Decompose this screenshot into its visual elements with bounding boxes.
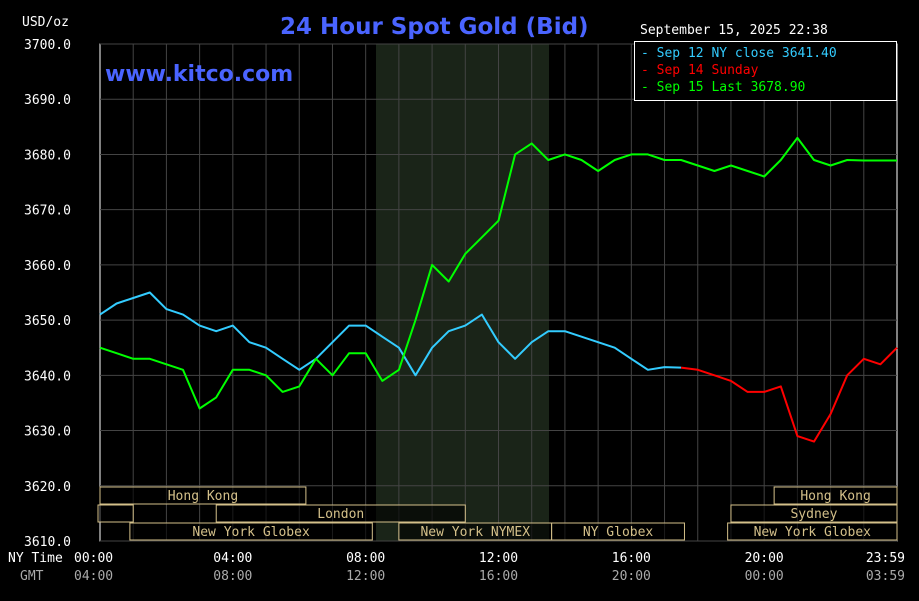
y-tick-label: 3670.0 <box>24 204 71 219</box>
session-box <box>773 486 898 505</box>
y-tick-label: 3660.0 <box>24 259 71 274</box>
y-tick-label: 3700.0 <box>24 38 71 53</box>
series-lines <box>99 136 898 443</box>
legend-item-sep15: - Sep 15 Last 3678.90 <box>641 80 806 95</box>
x-tick-label-gmt: 00:00 <box>745 569 784 584</box>
y-axis-labels: 3610.0 3620.0 3630.0 3640.0 3650.0 3660.0 3670… <box>24 38 71 550</box>
series-line-1 <box>680 346 898 443</box>
x-tick-label-ny: 20:00 <box>745 551 784 566</box>
session-label: New York NYMEX <box>420 525 530 540</box>
series-line-0 <box>99 291 682 377</box>
legend-item-sep14: - Sep 14 Sunday <box>641 63 759 78</box>
session-box <box>215 504 466 523</box>
x-tick-label-gmt: 08:00 <box>213 569 252 584</box>
gmt-label: GMT <box>20 569 44 584</box>
session-box <box>129 522 373 541</box>
ny-time-label: NY Time <box>8 551 63 566</box>
y-tick-label: 3680.0 <box>24 148 71 163</box>
x-tick-label-gmt: 04:00 <box>74 569 113 584</box>
y-tick-label: 3650.0 <box>24 314 71 329</box>
session-label: NY Globex <box>583 525 654 540</box>
legend: - Sep 12 NY close 3641.40 - Sep 14 Sunda… <box>634 41 897 101</box>
y-tick-label: 3620.0 <box>24 480 71 495</box>
session-label: London <box>317 507 364 522</box>
website-label: www.kitco.com <box>105 62 294 87</box>
nymex-shade <box>376 44 549 541</box>
legend-item-sep12: - Sep 12 NY close 3641.40 <box>641 46 837 61</box>
session-label: Hong Kong <box>800 489 870 504</box>
x-tick-label-ny: 08:00 <box>346 551 385 566</box>
session-label: New York Globex <box>192 525 310 540</box>
x-tick-label-ny: 16:00 <box>612 551 651 566</box>
y-tick-label: 3630.0 <box>24 425 71 440</box>
session-box <box>551 522 685 541</box>
timestamp: September 15, 2025 22:38 <box>640 23 828 38</box>
x-tick-label-gmt: 20:00 <box>612 569 651 584</box>
chart-title: 24 Hour Spot Gold (Bid) <box>280 14 589 40</box>
x-tick-label-gmt: 16:00 <box>479 569 518 584</box>
session-label: New York Globex <box>754 525 872 540</box>
y-axis-unit: USD/oz <box>22 15 69 30</box>
y-tick-label: 3690.0 <box>24 93 71 108</box>
x-tick-label-ny: 23:59 <box>866 551 905 566</box>
x-tick-label-ny: 04:00 <box>213 551 252 566</box>
x-tick-label-gmt: 03:59 <box>866 569 905 584</box>
session-label: Hong Kong <box>168 489 238 504</box>
session-label: Sydney <box>790 507 837 522</box>
session-box <box>727 522 898 541</box>
y-tick-label: 3640.0 <box>24 369 71 384</box>
session-box <box>97 504 134 523</box>
trading-sessions: Hong Kong Hong Kong London Sydney New York G… <box>97 486 898 541</box>
y-tick-label: 3610.0 <box>24 535 71 550</box>
grid-lines <box>100 43 897 542</box>
session-box <box>730 504 898 523</box>
x-tick-label-ny: 00:00 <box>74 551 113 566</box>
x-tick-label-gmt: 12:00 <box>346 569 385 584</box>
x-tick-label-ny: 12:00 <box>479 551 518 566</box>
session-box <box>99 486 307 505</box>
series-line-2 <box>99 136 897 410</box>
x-axis-labels: 00:00 04:00 04:00 08:00 08:00 12:00 12:00 16:00… <box>74 551 905 584</box>
